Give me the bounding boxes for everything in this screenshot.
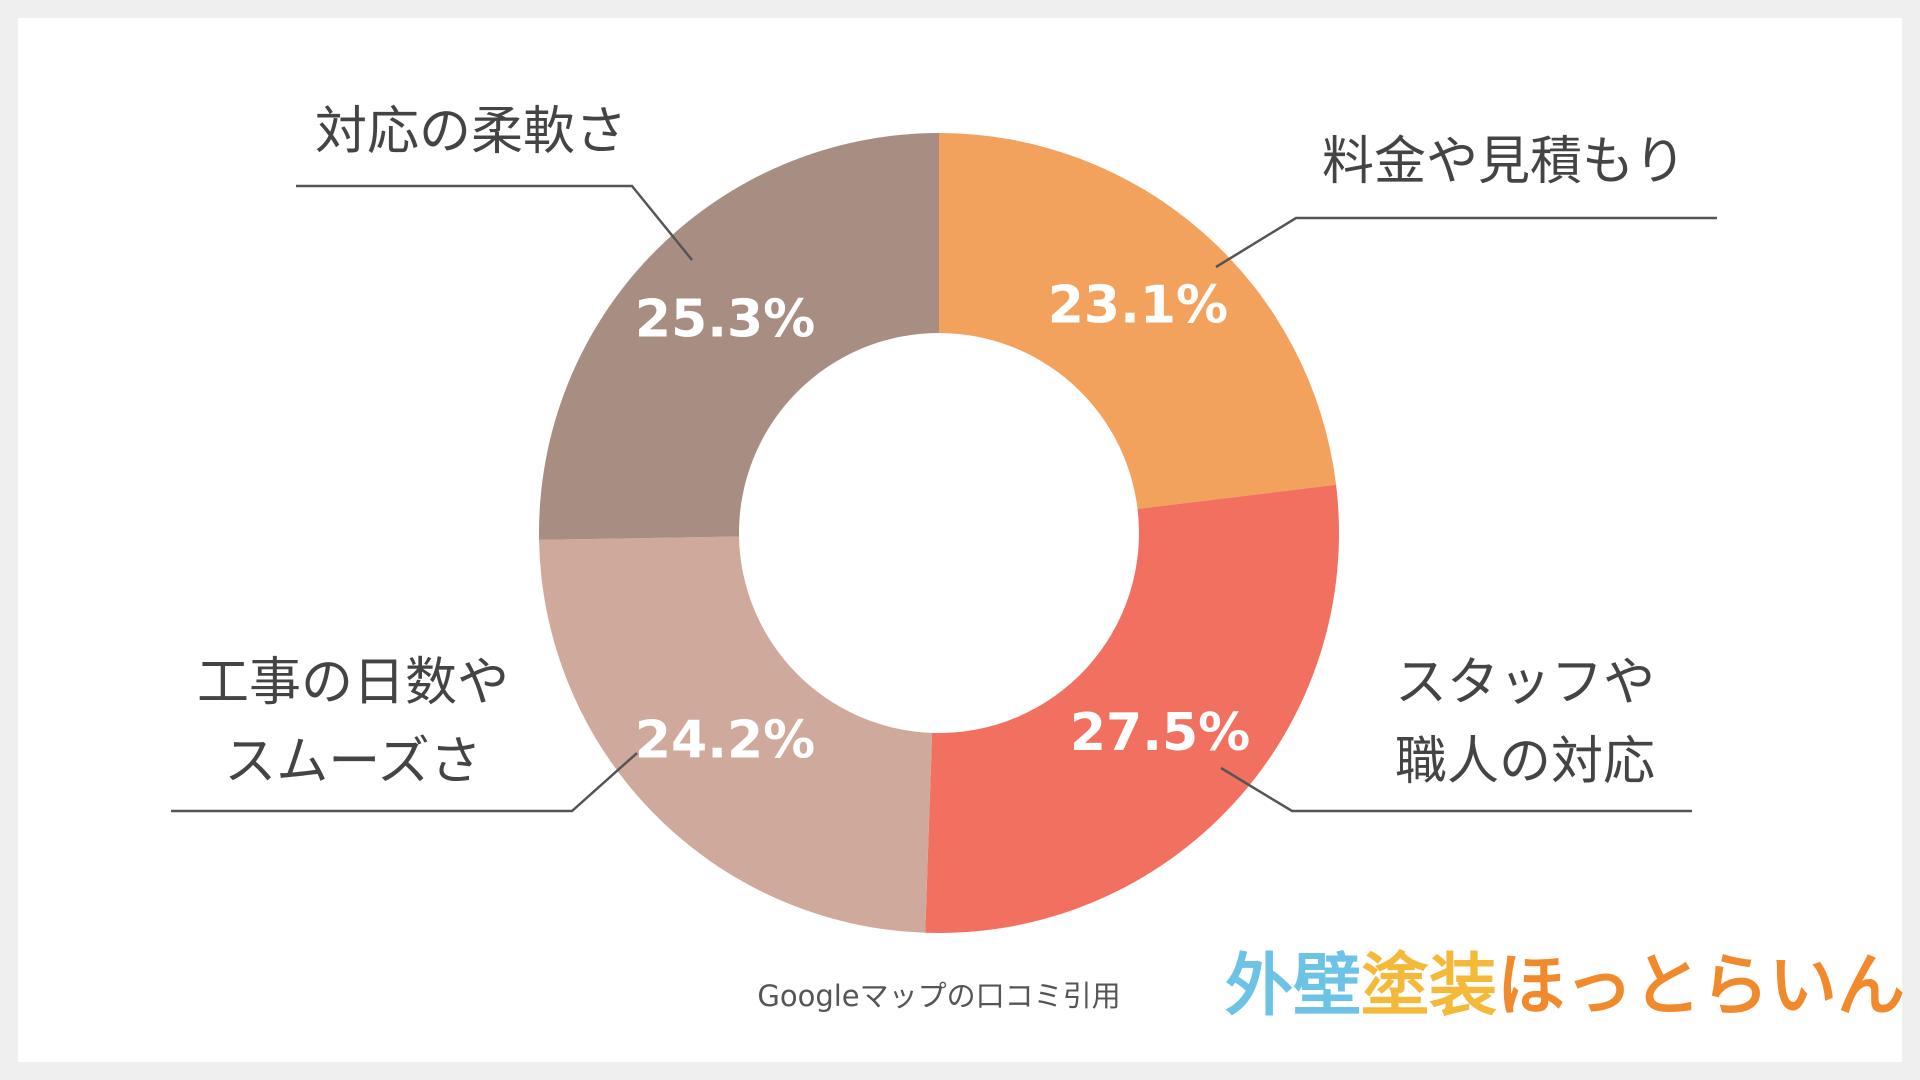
leader-line (296, 184, 693, 261)
leader-line (1215, 216, 1717, 269)
donut-slice (538, 133, 939, 540)
donut-slice (925, 484, 1339, 933)
category-label: 工事の日数やスムーズさ (197, 653, 509, 792)
logo: 外壁塗装ほっとらいん (1225, 947, 1905, 1026)
donut-slice (939, 133, 1337, 509)
logo-part: 外壁 (1225, 947, 1361, 1026)
source-note: Googleマップの口コミ引用 (757, 979, 1120, 1013)
category-label: スタッフや職人の対応 (1395, 653, 1655, 792)
leader-line (1220, 766, 1692, 813)
leader-line (171, 752, 638, 813)
category-label: 料金や見積もり (1322, 132, 1686, 192)
category-label: 対応の柔軟さ (315, 102, 627, 162)
donut-slice (539, 536, 933, 933)
logo-part: ほっとらいん (1497, 947, 1905, 1026)
logo-part: 塗装 (1361, 947, 1497, 1026)
value-label: 27.5% (1070, 703, 1250, 763)
value-label: 23.1% (1048, 275, 1228, 335)
value-label: 25.3% (635, 290, 815, 350)
value-label: 24.2% (635, 710, 815, 770)
